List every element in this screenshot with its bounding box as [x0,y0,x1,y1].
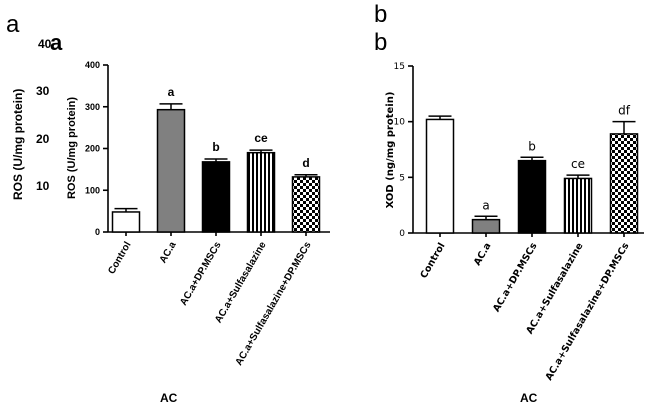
category-label: AC.a [472,241,494,268]
panel-a-ghost-tick-10: 10 [36,179,50,193]
y-tick-label: 0 [95,227,100,237]
significance-label: df [618,104,631,118]
significance-label: a [482,198,489,212]
significance-label: b [528,139,536,153]
bar-ac-a-sulfasalazine-dp-mscs [291,176,321,233]
panel-b-ghost-fragment: AC [520,391,538,404]
bar-control [111,211,141,233]
panel-a-letter: a [6,11,20,38]
panel-a-ghost-tick-30: 30 [36,84,50,98]
panel-b-ghost-letter: b [374,29,387,56]
panel-a-ghost-tick: 40 [38,37,52,51]
category-label: AC.a+DP.MSCs [491,241,540,314]
y-tick-label: 10 [394,118,406,128]
category-label: AC.a+Sulfasalazine+DP.MSCs [544,241,632,383]
panel-a-chart: 0 100 200 300 400 Control a AC.a b AC.a+DP.MSCs ce… [85,60,330,368]
panel-b-ylabel: XOD (ng/mg protein) [385,92,396,209]
significance-label: ce [571,157,585,171]
category-label: AC.a+Sulfasalazine+DP.MSCs [234,240,314,368]
y-tick-label: 0 [399,229,405,239]
category-label: Control [106,240,133,276]
bar-control [425,118,455,234]
bar-ac-a [471,218,501,234]
category-label: AC.a [158,240,179,266]
y-tick-label: 300 [85,102,100,112]
panel-a-ghost-fragment: AC [160,391,178,404]
bar-ac-a-dp-mscs [517,159,547,234]
bar-ac-a-dp-mscs [201,161,231,233]
bar-ac-a [156,108,186,233]
panel-b-letter: b [374,1,387,28]
significance-label: a [168,85,175,99]
y-tick-label: 15 [394,62,405,72]
y-tick-label: 5 [399,173,405,183]
y-tick-label: 400 [85,60,100,70]
bar-ac-a-sulfasalazine-dp-mscs [609,133,639,234]
y-tick-label: 100 [85,185,100,195]
significance-label: ce [254,131,268,145]
significance-label: b [212,140,219,154]
category-label: Control [418,241,447,281]
panel-a-ghost-letter: a [50,30,63,55]
bar-ac-a-sulfasalazine [563,177,593,234]
category-label: AC.a+DP.MSCs [178,240,224,308]
panel-a-ghost-ylabel: ROS (U/mg protein) [11,89,25,200]
y-tick-label: 200 [85,144,100,154]
significance-label: d [302,156,309,170]
category-label: AC.a+Sulfasalazine [213,240,269,326]
panel-b-chart: 0 5 10 15 Control a AC.a b AC.a+DP.MSCs ce AC.a+Su… [394,62,644,382]
bar-ac-a-sulfasalazine [246,151,276,233]
panel-a-ghost-tick-20: 20 [36,132,50,146]
panel-a-ylabel: ROS (U/mg protein) [66,97,78,199]
